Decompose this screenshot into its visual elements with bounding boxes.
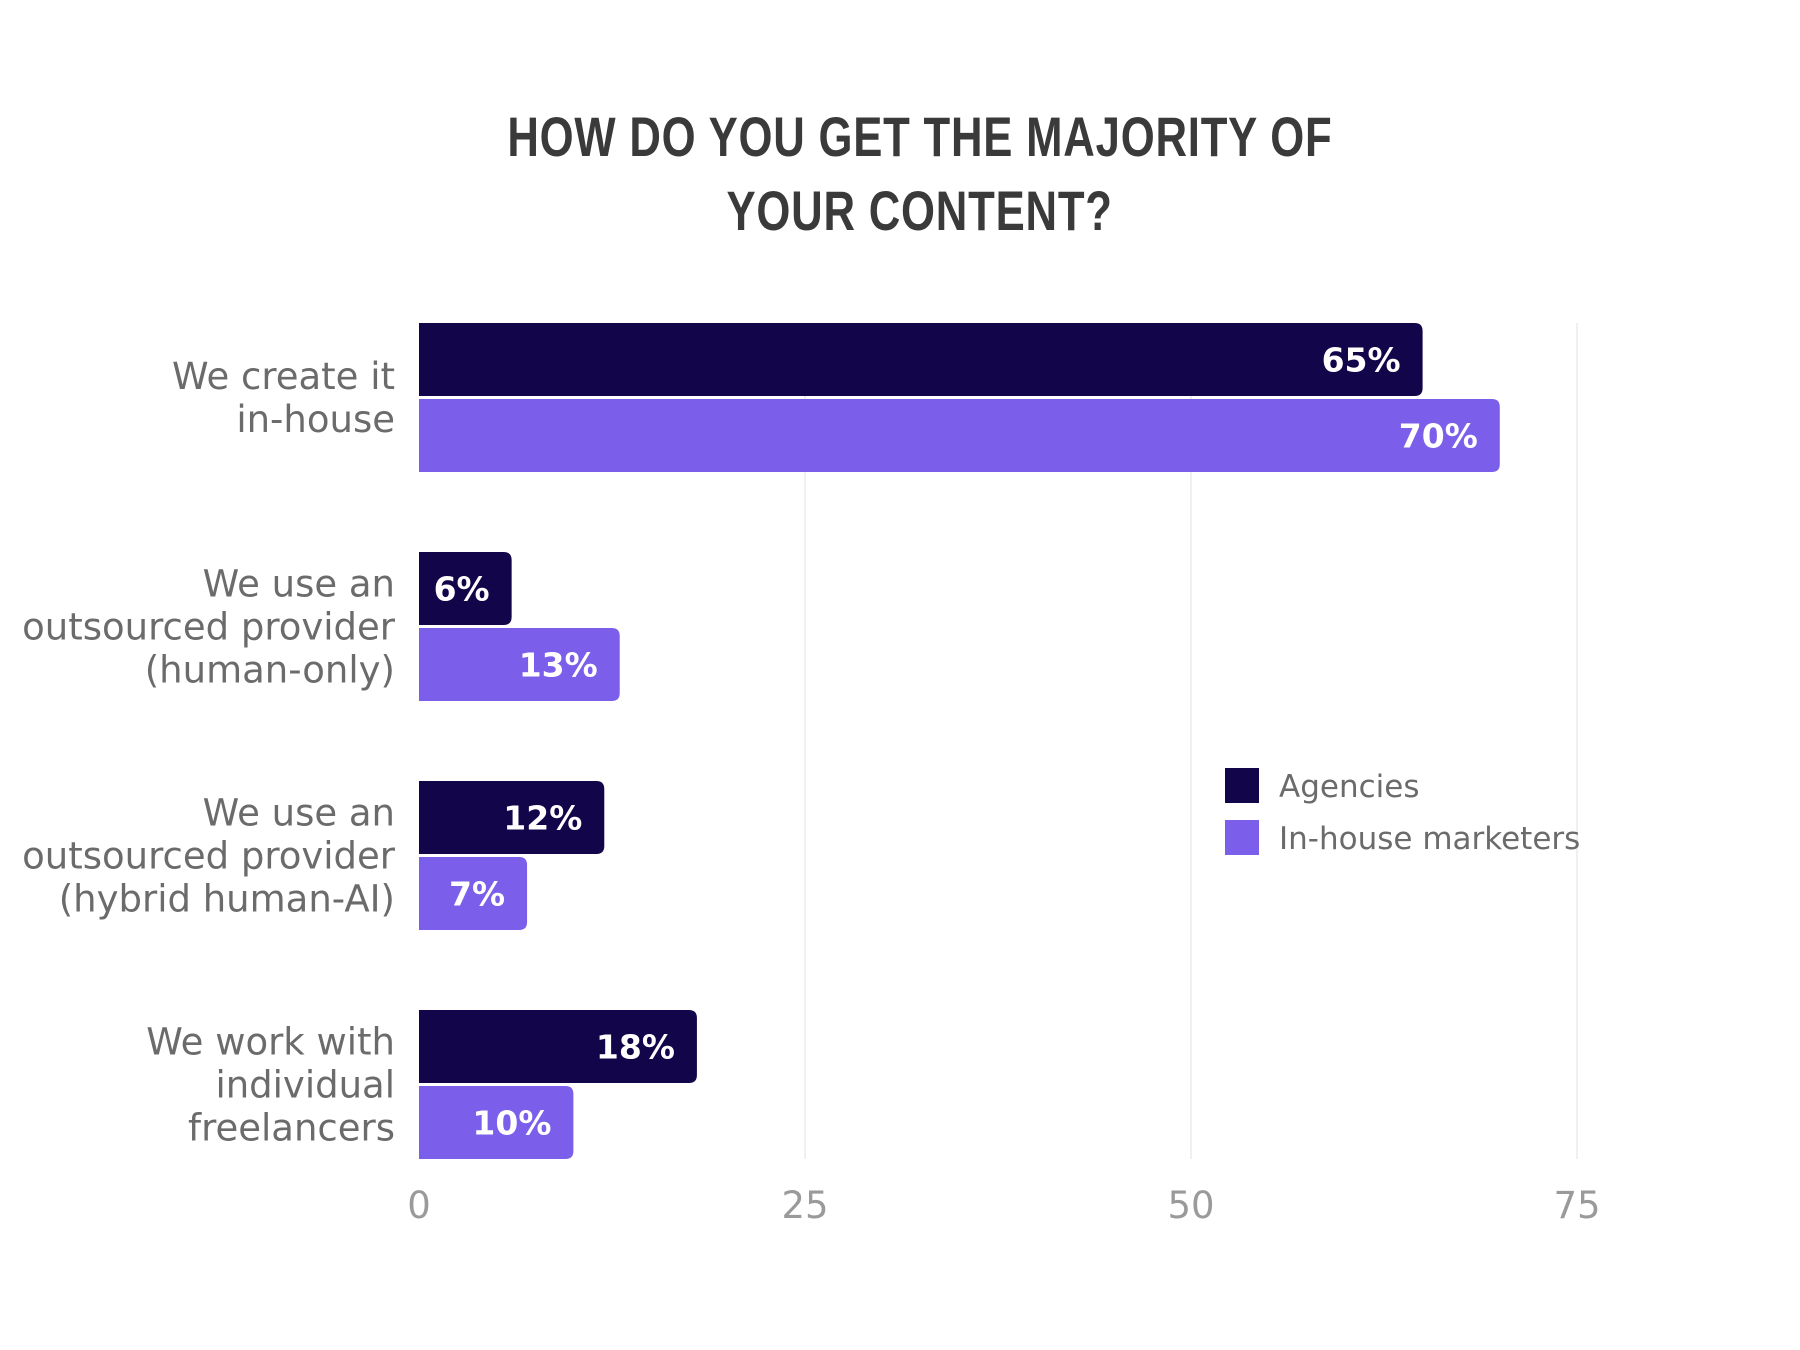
category-label: outsourced provider: [22, 835, 396, 878]
data-label: 65%: [1322, 341, 1401, 380]
category-label: We use an: [203, 792, 395, 835]
data-label: 70%: [1399, 417, 1478, 456]
bar-in-house: [418, 628, 620, 701]
x-tick-label: 50: [1167, 1184, 1214, 1227]
category-label: (human-only): [145, 649, 395, 692]
bar-in-house: [419, 857, 528, 930]
bar-agencies: [419, 1010, 697, 1083]
category-label: We create it: [172, 355, 395, 398]
chart-title: HOW DO YOU GET THE MAJORITY OF YOUR CONT…: [0, 100, 1800, 248]
data-label: 13%: [519, 646, 598, 685]
x-tick-label: 25: [781, 1184, 828, 1227]
bar-agencies: [419, 781, 605, 854]
legend-label: In-house marketers: [1279, 821, 1580, 857]
bar-in-house: [419, 1086, 574, 1159]
legend-swatch: [1225, 768, 1259, 803]
bar-agencies: [419, 552, 512, 625]
data-label: 10%: [472, 1104, 551, 1143]
category-label: We work with: [146, 1021, 395, 1064]
bar-in-house: [419, 399, 1500, 472]
category-label: in-house: [236, 398, 395, 441]
legend-swatch: [1225, 820, 1259, 855]
category-label: (hybrid human-AI): [59, 878, 395, 921]
data-label: 12%: [503, 799, 582, 838]
legend-label: Agencies: [1279, 769, 1419, 805]
category-label: outsourced provider: [22, 606, 396, 649]
title-line-1: HOW DO YOU GET THE MAJORITY OF: [507, 105, 1333, 168]
x-tick-label: 0: [407, 1184, 431, 1227]
data-label: 7%: [449, 875, 505, 914]
category-label: individual: [215, 1064, 395, 1107]
data-label: 6%: [434, 570, 490, 609]
title-line-2: YOUR CONTENT?: [726, 179, 1114, 242]
category-label: We use an: [203, 563, 395, 606]
bar-agencies: [419, 323, 1423, 396]
x-tick-label: 75: [1553, 1184, 1600, 1227]
data-label: 18%: [596, 1028, 675, 1067]
category-label: freelancers: [188, 1107, 395, 1150]
